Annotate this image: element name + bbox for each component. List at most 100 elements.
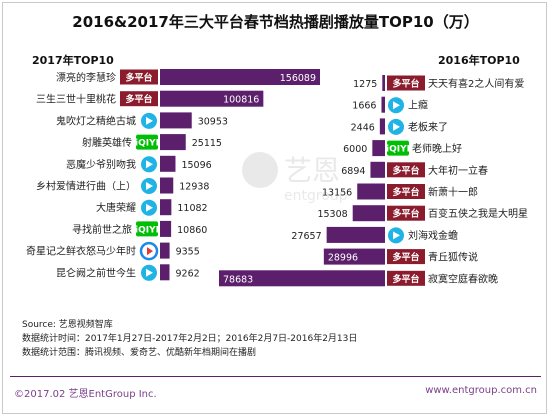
category-label-2016: 天天有喜2之人间有爱 bbox=[428, 77, 524, 90]
multi-platform-badge: 多平台 bbox=[120, 69, 158, 85]
category-label-2016: 新萧十一郎 bbox=[428, 186, 478, 199]
footer-divider bbox=[10, 376, 541, 377]
multi-platform-badge: 多平台 bbox=[387, 249, 425, 265]
tencent-icon bbox=[388, 227, 404, 244]
svg-text:iQIYI: iQIYI bbox=[135, 225, 159, 235]
value-label-2017: 25115 bbox=[192, 138, 222, 149]
category-label-2017: 射雕英雄传 bbox=[82, 136, 132, 149]
category-label-2016: 青丘狐传说 bbox=[428, 251, 478, 264]
svg-text:多平台: 多平台 bbox=[125, 72, 152, 84]
multi-platform-badge: 多平台 bbox=[387, 162, 425, 178]
multi-platform-badge: 多平台 bbox=[120, 91, 158, 107]
value-label-2016: 28996 bbox=[328, 253, 358, 264]
bar-2017 bbox=[160, 264, 170, 281]
category-label-2017: 三生三世十里桃花 bbox=[36, 93, 116, 106]
svg-text:多平台: 多平台 bbox=[392, 273, 419, 285]
notes: Source: 艺恩视频智库 数据统计时间：2017年1月27日-2017年2月… bbox=[22, 318, 357, 360]
bar-2016 bbox=[352, 205, 385, 222]
value-label-2017: 15096 bbox=[181, 160, 211, 171]
bar-2016 bbox=[357, 183, 385, 200]
bar-2017 bbox=[160, 112, 192, 129]
iqiyi-icon: iQIYI bbox=[135, 134, 159, 150]
value-label-2017: 156089 bbox=[280, 73, 316, 84]
chart-title: 2016&2017年三大平台春节档热播剧播放量TOP10（万） bbox=[72, 13, 479, 31]
bar-2017 bbox=[160, 220, 172, 237]
category-label-2016: 大年初一立春 bbox=[428, 164, 488, 177]
value-label-2017: 9262 bbox=[175, 268, 199, 279]
tencent-icon bbox=[141, 112, 157, 129]
bar-2016 bbox=[323, 248, 385, 265]
bar-2016 bbox=[382, 75, 385, 91]
left-panel-title: 2017年TOP10 bbox=[32, 54, 114, 67]
bar-2017 bbox=[160, 155, 176, 172]
scope-note: 数据统计范围：腾讯视频、爱奇艺、优酷新年档期间在播剧 bbox=[22, 348, 257, 358]
bar-2016 bbox=[326, 226, 385, 243]
right-panel-title: 2016年TOP10 bbox=[438, 54, 520, 67]
value-label-2016: 2446 bbox=[351, 122, 375, 133]
tencent-icon bbox=[388, 118, 404, 135]
tencent-icon bbox=[388, 97, 404, 114]
time-note: 数据统计时间：2017年1月27日-2017年2月2日；2016年2月7日-20… bbox=[22, 334, 358, 344]
bar-2016 bbox=[370, 161, 385, 178]
value-label-2016: 78683 bbox=[223, 274, 253, 285]
bar-2017 bbox=[160, 134, 186, 151]
svg-text:多平台: 多平台 bbox=[392, 251, 419, 263]
category-label-2017: 漂亮的李慧珍 bbox=[56, 71, 116, 84]
source-note: Source: 艺恩视频智库 bbox=[22, 320, 113, 330]
multi-platform-badge: 多平台 bbox=[387, 205, 425, 221]
watermark-logo: 艺恩 entgroup bbox=[242, 152, 348, 204]
category-label-2016: 老师晚上好 bbox=[412, 142, 462, 155]
svg-text:entgroup: entgroup bbox=[284, 188, 348, 204]
category-label-2017: 大唐荣耀 bbox=[96, 201, 136, 214]
multi-platform-badge: 多平台 bbox=[387, 184, 425, 199]
category-label-2017: 乡村爱情进行曲（上） bbox=[36, 180, 136, 193]
value-label-2016: 6894 bbox=[341, 166, 365, 177]
category-label-2017: 昆仑阙之前世今生 bbox=[56, 266, 136, 279]
footer-copyright: ©2017.02 艺恩EntGroup Inc. bbox=[14, 389, 157, 400]
value-label-2017: 11082 bbox=[177, 203, 207, 214]
svg-text:多平台: 多平台 bbox=[392, 78, 419, 90]
category-label-2016: 老板来了 bbox=[408, 120, 448, 133]
bar-2017 bbox=[160, 90, 264, 107]
value-label-2017: 30953 bbox=[198, 116, 228, 127]
svg-text:多平台: 多平台 bbox=[392, 164, 419, 176]
value-label-2016: 1275 bbox=[353, 79, 377, 90]
category-label-2017: 鬼吹灯之精绝古城 bbox=[56, 114, 136, 127]
bar-2016 bbox=[381, 96, 385, 113]
category-label-2017: 奇星记之鲜衣怒马少年时 bbox=[26, 245, 136, 258]
bar-2016 bbox=[379, 118, 385, 135]
svg-text:多平台: 多平台 bbox=[392, 208, 419, 220]
svg-text:iQIYI: iQIYI bbox=[135, 139, 159, 149]
value-label-2017: 100816 bbox=[223, 95, 259, 106]
tencent-icon bbox=[141, 199, 157, 216]
category-label-2017: 恶魔少爷别吻我 bbox=[66, 158, 136, 171]
tencent-icon bbox=[141, 264, 157, 281]
value-label-2016: 6000 bbox=[343, 144, 367, 155]
bar-2017 bbox=[160, 199, 172, 216]
category-label-2016: 百变五侠之我是大明星 bbox=[428, 207, 528, 220]
footer-website: www.entgroup.com.cn bbox=[425, 385, 537, 396]
multi-platform-badge: 多平台 bbox=[387, 75, 425, 91]
value-label-2016: 15308 bbox=[317, 209, 347, 220]
value-label-2017: 10860 bbox=[177, 225, 207, 236]
svg-text:iQIYI: iQIYI bbox=[386, 145, 410, 155]
iqiyi-icon: iQIYI bbox=[135, 221, 159, 237]
category-label-2016: 刘海戏金蟾 bbox=[408, 229, 458, 242]
bar-2016 bbox=[372, 140, 385, 157]
bar-2016 bbox=[219, 270, 385, 287]
category-label-2016: 寂寞空庭春欲晚 bbox=[428, 272, 498, 285]
value-label-2017: 12938 bbox=[179, 182, 209, 193]
svg-text:艺恩: 艺恩 bbox=[284, 154, 340, 187]
iqiyi-icon: iQIYI bbox=[386, 140, 410, 156]
youku-icon bbox=[139, 241, 159, 261]
bar-2017 bbox=[160, 69, 320, 85]
svg-text:多平台: 多平台 bbox=[392, 186, 419, 198]
bar-2017 bbox=[160, 242, 170, 259]
category-label-2016: 上瘾 bbox=[408, 99, 428, 112]
value-label-2016: 1666 bbox=[352, 101, 376, 112]
bar-2017 bbox=[160, 177, 174, 194]
value-label-2016: 13156 bbox=[322, 188, 352, 199]
value-label-2016: 27657 bbox=[291, 231, 321, 242]
category-label-2017: 寻找前世之旅 bbox=[72, 223, 132, 236]
